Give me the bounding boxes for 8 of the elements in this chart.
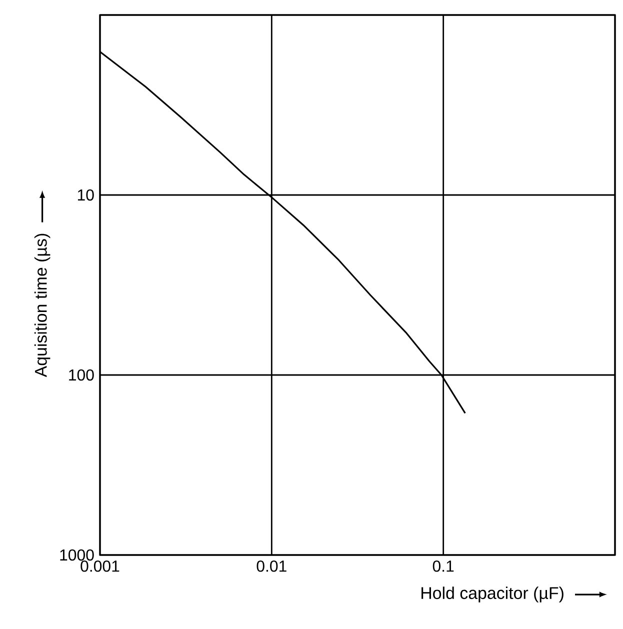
y-tick-label: 100 <box>69 369 94 381</box>
x-tick-label: 0.1 <box>432 560 454 572</box>
x-axis-title: Hold capacitor (µF) <box>422 586 564 602</box>
y-tick-label: 1000 <box>60 549 94 561</box>
x-tick-label: 0.001 <box>80 560 120 572</box>
y-tick-label: 10 <box>78 189 94 201</box>
y-axis-title: Aquisition time (µs) <box>34 234 50 378</box>
x-tick-label: 0.01 <box>256 560 286 572</box>
